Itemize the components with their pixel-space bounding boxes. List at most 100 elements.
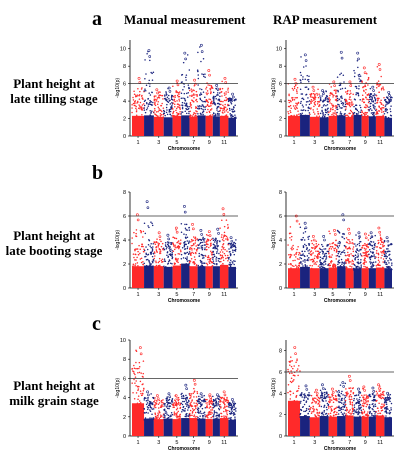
snp-point xyxy=(377,412,379,415)
snp-point xyxy=(388,257,391,259)
snp-point xyxy=(319,256,322,258)
snp-point xyxy=(149,405,152,407)
snp-point xyxy=(323,409,326,412)
snp-point xyxy=(153,406,156,408)
panel-letter-b: b xyxy=(92,162,104,184)
snp-point xyxy=(199,98,202,101)
snp-point xyxy=(308,391,310,394)
snp-point xyxy=(366,114,369,117)
snp-point xyxy=(147,412,149,414)
snp-point xyxy=(145,252,147,254)
snp-point xyxy=(373,268,375,271)
peak-point xyxy=(216,227,220,231)
snp-point xyxy=(221,95,223,97)
snp-point xyxy=(369,95,372,98)
snp-point xyxy=(390,408,392,411)
snp-point xyxy=(383,112,386,115)
chromosome-9-points xyxy=(205,393,214,436)
snp-point xyxy=(316,103,319,105)
snp-point xyxy=(227,224,229,226)
peak-point xyxy=(156,397,160,400)
snp-point xyxy=(177,401,180,404)
snp-point xyxy=(305,101,308,103)
snp-point xyxy=(376,101,379,104)
snp-point xyxy=(210,409,212,411)
snp-point xyxy=(205,416,207,418)
snp-point xyxy=(294,259,296,262)
snp-point xyxy=(312,417,314,420)
snp-point xyxy=(192,236,195,238)
snp-point xyxy=(189,105,192,107)
snp-point xyxy=(386,97,389,100)
snp-point xyxy=(290,267,292,269)
snp-point xyxy=(381,103,383,105)
snp-point xyxy=(181,107,184,110)
snp-point xyxy=(214,399,217,401)
peak-point xyxy=(342,385,345,388)
snp-point xyxy=(359,407,362,409)
snp-point xyxy=(322,266,325,269)
chromosome-12-points xyxy=(227,398,237,436)
y-axis-label: -log10(p) xyxy=(271,78,277,98)
snp-point xyxy=(320,391,323,393)
snp-point xyxy=(343,402,345,404)
snp-point xyxy=(143,250,145,253)
snp-point xyxy=(346,391,348,393)
snp-point xyxy=(226,398,228,400)
snp-point xyxy=(195,106,197,108)
snp-point xyxy=(194,237,196,240)
snp-point xyxy=(209,109,212,111)
snp-point xyxy=(183,233,185,235)
snp-point xyxy=(149,403,151,405)
snp-point xyxy=(135,94,137,96)
snp-point xyxy=(344,112,346,115)
snp-point xyxy=(314,95,316,97)
snp-point xyxy=(180,113,183,115)
snp-point xyxy=(296,359,298,362)
snp-point xyxy=(135,235,137,237)
snp-point xyxy=(231,261,233,263)
snp-point xyxy=(338,103,340,106)
snp-point xyxy=(329,396,332,398)
peak-point xyxy=(183,51,187,55)
snp-point xyxy=(308,100,311,102)
snp-point xyxy=(357,94,360,97)
snp-point xyxy=(371,113,374,116)
snp-point xyxy=(223,92,226,94)
snp-point xyxy=(374,257,376,260)
snp-point xyxy=(340,392,343,395)
x-tick-label: 9 xyxy=(364,440,367,446)
peak-point xyxy=(216,396,220,399)
snp-point xyxy=(382,245,384,248)
snp-point xyxy=(224,254,227,257)
snp-point xyxy=(340,399,342,401)
snp-point xyxy=(359,80,361,83)
snp-point xyxy=(136,248,139,250)
snp-point xyxy=(320,263,322,265)
snp-point xyxy=(216,241,218,244)
snp-point xyxy=(335,399,337,401)
snp-point xyxy=(328,97,330,99)
snp-point xyxy=(229,100,232,102)
snp-point xyxy=(150,111,152,114)
snp-point xyxy=(357,255,360,257)
snp-point xyxy=(217,94,219,96)
snp-point xyxy=(193,256,196,258)
y-tick-label: 8 xyxy=(123,190,126,196)
snp-point xyxy=(376,246,379,248)
snp-point xyxy=(187,107,190,110)
snp-point xyxy=(164,416,166,419)
snp-point xyxy=(324,397,327,400)
snp-point xyxy=(196,250,198,252)
snp-point xyxy=(135,105,137,108)
snp-point xyxy=(318,105,320,108)
snp-point xyxy=(222,109,224,112)
snp-point xyxy=(350,116,353,119)
snp-point xyxy=(147,398,149,400)
snp-point xyxy=(290,254,293,256)
snp-point xyxy=(185,79,187,81)
snp-point xyxy=(196,95,198,97)
snp-point xyxy=(362,405,365,408)
snp-point xyxy=(363,116,365,118)
